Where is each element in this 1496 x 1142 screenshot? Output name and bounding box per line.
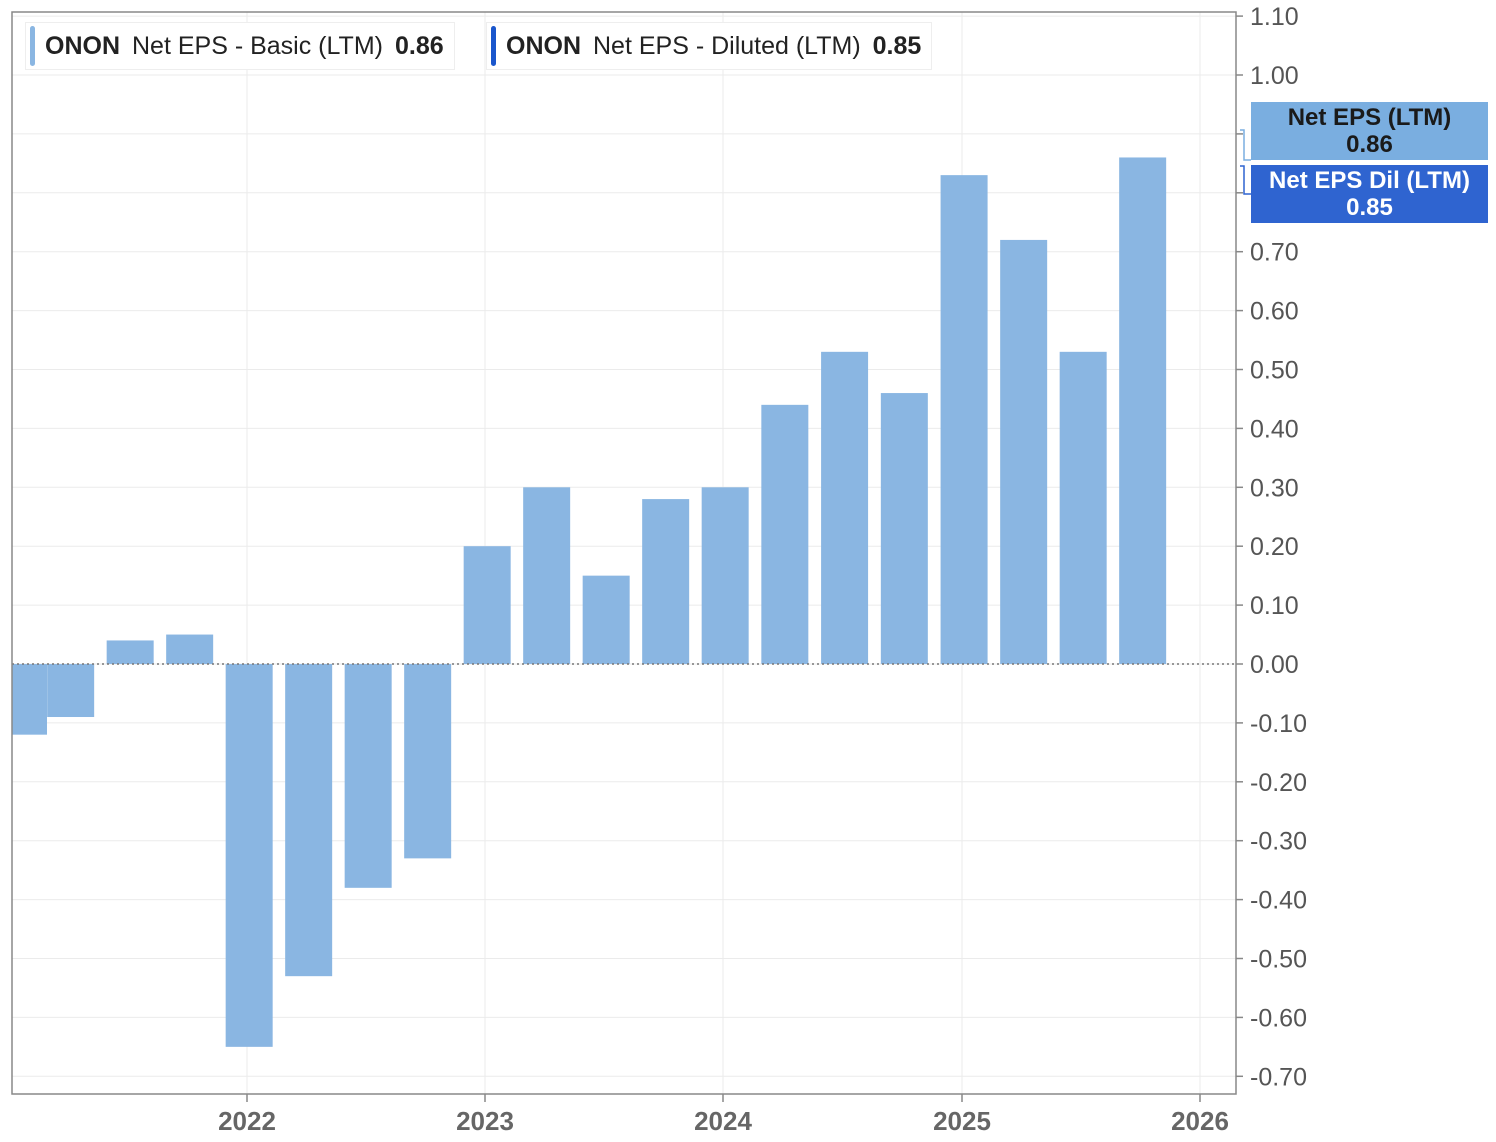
legend-series-name: Net EPS - Diluted (LTM): [593, 31, 861, 60]
x-tick-label: 2026: [1171, 1106, 1229, 1136]
y-tick-label: -0.70: [1250, 1063, 1307, 1091]
y-tick-label: 0.00: [1250, 651, 1299, 679]
y-tick-label: 1.00: [1250, 62, 1299, 90]
y-tick-label: -0.50: [1250, 946, 1307, 974]
flag-value: 0.85: [1346, 194, 1393, 221]
y-tick-label: 0.40: [1250, 415, 1299, 443]
bar-2024-09[interactable]: [880, 393, 928, 664]
bar-2024-03[interactable]: [761, 404, 809, 664]
flag-value: 0.86: [1346, 131, 1393, 158]
legend-swatch-basic: [30, 26, 35, 66]
legend-item-diluted[interactable]: ONON Net EPS - Diluted (LTM) 0.85: [486, 22, 933, 70]
y-tick-label: -0.60: [1250, 1004, 1307, 1032]
bar-2021-09[interactable]: [166, 634, 214, 664]
legend-series-name: Net EPS - Basic (LTM): [132, 31, 383, 60]
y-tick-label: 0.70: [1250, 239, 1299, 267]
y-tick-label: -0.30: [1250, 828, 1307, 856]
bar-2021-03[interactable]: [47, 664, 95, 718]
bar-2023-03[interactable]: [523, 487, 571, 664]
legend-value: 0.85: [872, 31, 922, 60]
x-tick-label: 2022: [218, 1106, 276, 1136]
grid: [12, 12, 1236, 1094]
bar-2022-12[interactable]: [463, 546, 511, 664]
legend-ticker: ONON: [506, 31, 581, 60]
flag-label: Net EPS Dil (LTM): [1269, 167, 1470, 194]
bar-2024-06[interactable]: [821, 351, 869, 664]
x-tick-label: 2024: [694, 1106, 752, 1136]
legend-ticker: ONON: [45, 31, 120, 60]
legend-swatch-diluted: [491, 26, 496, 66]
bar-2024-12[interactable]: [940, 175, 988, 664]
bar-2025-09[interactable]: [1119, 157, 1167, 664]
flag-connectors: [1240, 129, 1251, 195]
plot-frame: [11, 11, 1237, 1095]
legend-value: 0.86: [394, 31, 444, 60]
x-tick-label: 2023: [456, 1106, 514, 1136]
price-flag-basic: Net EPS (LTM) 0.86: [1251, 102, 1488, 160]
y-tick-label: 1.10: [1250, 3, 1299, 31]
legend-item-basic[interactable]: ONON Net EPS - Basic (LTM) 0.86: [25, 22, 455, 70]
bar-2021-06[interactable]: [106, 640, 154, 664]
bar-2023-06[interactable]: [582, 575, 630, 664]
y-tick-label: -0.40: [1250, 887, 1307, 915]
y-tick-label: 0.20: [1250, 533, 1299, 561]
bar-2025-06[interactable]: [1059, 351, 1107, 664]
y-tick-label: -0.10: [1250, 710, 1307, 738]
y-tick-label: -0.20: [1250, 769, 1307, 797]
price-flag-diluted: Net EPS Dil (LTM) 0.85: [1251, 165, 1488, 223]
bar-2022-03[interactable]: [285, 664, 333, 977]
y-tick-label: 0.60: [1250, 298, 1299, 326]
bar-2022-06[interactable]: [344, 664, 392, 888]
y-axis: 1.101.000.900.800.700.600.500.400.300.20…: [1236, 3, 1307, 1091]
bar-series: [0, 157, 1167, 1047]
bar-2025-03[interactable]: [1000, 239, 1048, 665]
bar-2021-12[interactable]: [225, 664, 273, 1047]
bar-2022-09[interactable]: [404, 664, 452, 859]
y-tick-label: 0.10: [1250, 592, 1299, 620]
flag-label: Net EPS (LTM): [1287, 104, 1452, 131]
bar-2023-09[interactable]: [642, 499, 690, 664]
bar-2020-12[interactable]: [0, 664, 47, 735]
y-tick-label: 0.50: [1250, 357, 1299, 385]
x-tick-label: 2025: [933, 1106, 991, 1136]
y-tick-label: 0.30: [1250, 474, 1299, 502]
x-axis: 2022 2023 2024 2025 2026: [218, 1094, 1229, 1136]
bar-2023-12[interactable]: [701, 487, 749, 664]
